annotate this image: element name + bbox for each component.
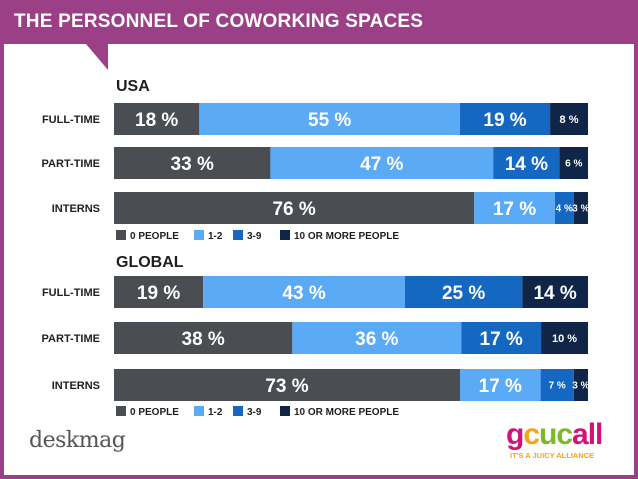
global-part-time-label-0-people: 38 % <box>182 329 225 350</box>
usa-legend-swatch-10-or-more-people <box>280 230 290 240</box>
usa-legend-label-0-people: 0 PEOPLE <box>130 231 179 242</box>
global-legend-swatch-1-2 <box>194 406 204 416</box>
global-interns-bar-1-2 <box>460 369 541 401</box>
usa-legend-label-1-2: 1-2 <box>208 231 223 242</box>
global-legend-swatch-3-9 <box>233 406 243 416</box>
gcuc-letter-g: g <box>506 418 524 451</box>
deskmag-logo: deskmag <box>29 428 126 453</box>
usa-full-time-row-label: FULL-TIME <box>42 114 100 126</box>
global-part-time-bar-10-or-more-people <box>541 322 588 354</box>
global-part-time-bar-0-people <box>114 322 293 354</box>
usa-full-time-bar-3-9 <box>460 103 551 135</box>
usa-part-time-bar-3-9 <box>493 147 560 179</box>
global-full-time-bar-0-people <box>114 276 204 308</box>
usa-full-time-bar-10-or-more-people <box>550 103 588 135</box>
global-interns-bar-10-or-more-people <box>573 369 588 401</box>
global-legend-label-0-people: 0 PEOPLE <box>130 407 179 418</box>
usa-part-time-label-3-9: 14 % <box>505 154 548 175</box>
global-interns-label-10-or-more-people: 3 % <box>572 381 589 392</box>
usa-interns-bar-10-or-more-people <box>573 192 588 224</box>
usa-section-title: USA <box>116 78 150 95</box>
global-section-title: GLOBAL <box>116 254 184 271</box>
global-part-time-label-1-2: 36 % <box>355 329 398 350</box>
global-full-time-bar-1-2 <box>203 276 405 308</box>
usa-full-time-label-1-2: 55 % <box>308 110 351 131</box>
usa-legend-label-10-or-more-people: 10 OR MORE PEOPLE <box>294 231 399 242</box>
global-part-time-label-10-or-more-people: 10 % <box>552 333 577 345</box>
usa-part-time-row-label: PART-TIME <box>42 158 100 170</box>
usa-full-time-bar-0-people <box>114 103 200 135</box>
gcuc-tagline: IT'S A JUICY ALLIANCE <box>510 451 595 460</box>
usa-full-time-label-10-or-more-people: 8 % <box>560 114 579 126</box>
global-part-time-bar-1-2 <box>292 322 462 354</box>
global-interns-label-0-people: 73 % <box>265 376 308 397</box>
global-interns-label-3-9: 7 % <box>549 381 566 392</box>
usa-full-time-label-3-9: 19 % <box>483 110 526 131</box>
gcuc-letter-c: c <box>523 418 540 451</box>
gcuc-letters-uc: uc <box>539 418 573 451</box>
global-part-time-label-3-9: 17 % <box>480 329 523 350</box>
global-full-time-label-3-9: 25 % <box>442 283 485 304</box>
gcuc-logo: gcucall IT'S A JUICY ALLIANCE <box>506 420 616 468</box>
usa-interns-row-label: INTERNS <box>52 203 100 215</box>
global-legend-label-1-2: 1-2 <box>208 407 223 418</box>
global-full-time-row-label: FULL-TIME <box>42 287 100 299</box>
global-part-time-row-label: PART-TIME <box>42 333 100 345</box>
usa-part-time-label-1-2: 47 % <box>360 154 403 175</box>
usa-legend-swatch-3-9 <box>233 230 243 240</box>
usa-legend-swatch-1-2 <box>194 230 204 240</box>
global-interns-bar-3-9 <box>540 369 574 401</box>
usa-part-time-label-10-or-more-people: 6 % <box>565 159 582 170</box>
usa-legend-label-3-9: 3-9 <box>247 231 262 242</box>
stacked-bar-charts: USA FULL-TIME 18 % 55 % 19 % 8 % PART-TIME 33 %… <box>42 78 590 418</box>
usa-interns-label-10-or-more-people: 3 % <box>572 204 589 215</box>
usa-full-time-bar-1-2 <box>199 103 461 135</box>
global-interns-label-1-2: 17 % <box>479 376 522 397</box>
title-band: THE PERSONNEL OF COWORKING SPACES <box>0 0 638 46</box>
usa-interns-bar-0-people <box>114 192 475 224</box>
global-legend-swatch-0-people <box>116 406 126 416</box>
usa-interns-label-3-9: 4 % <box>556 204 573 215</box>
gcuc-letters-all: all <box>572 418 603 451</box>
usa-interns-bar-1-2 <box>474 192 555 224</box>
gcuc-wordmark: gcucall <box>506 418 603 451</box>
usa-interns-bar-3-9 <box>554 192 574 224</box>
usa-full-time-label-0-people: 18 % <box>135 110 178 131</box>
usa-legend-swatch-0-people <box>116 230 126 240</box>
global-full-time-bar-3-9 <box>404 276 523 308</box>
chart-panel: USA FULL-TIME 18 % 55 % 19 % 8 % PART-TIME 33 %… <box>4 44 634 475</box>
usa-interns-label-1-2: 17 % <box>493 199 536 220</box>
global-legend-swatch-10-or-more-people <box>280 406 290 416</box>
usa-part-time-bar-1-2 <box>270 147 494 179</box>
speech-notch <box>4 44 108 70</box>
global-full-time-label-10-or-more-people: 14 % <box>533 283 576 304</box>
usa-part-time-bar-0-people <box>114 147 271 179</box>
page-title: THE PERSONNEL OF COWORKING SPACES <box>14 11 424 32</box>
global-legend-label-3-9: 3-9 <box>247 407 262 418</box>
global-part-time-bar-3-9 <box>461 322 542 354</box>
usa-part-time-bar-10-or-more-people <box>559 147 588 179</box>
global-full-time-label-1-2: 43 % <box>282 283 325 304</box>
global-full-time-bar-10-or-more-people <box>522 276 588 308</box>
global-legend-label-10-or-more-people: 10 OR MORE PEOPLE <box>294 407 399 418</box>
global-interns-row-label: INTERNS <box>52 380 100 392</box>
global-full-time-label-0-people: 19 % <box>137 283 180 304</box>
global-interns-bar-0-people <box>114 369 461 401</box>
usa-interns-label-0-people: 76 % <box>272 199 315 220</box>
usa-part-time-label-0-people: 33 % <box>171 154 214 175</box>
